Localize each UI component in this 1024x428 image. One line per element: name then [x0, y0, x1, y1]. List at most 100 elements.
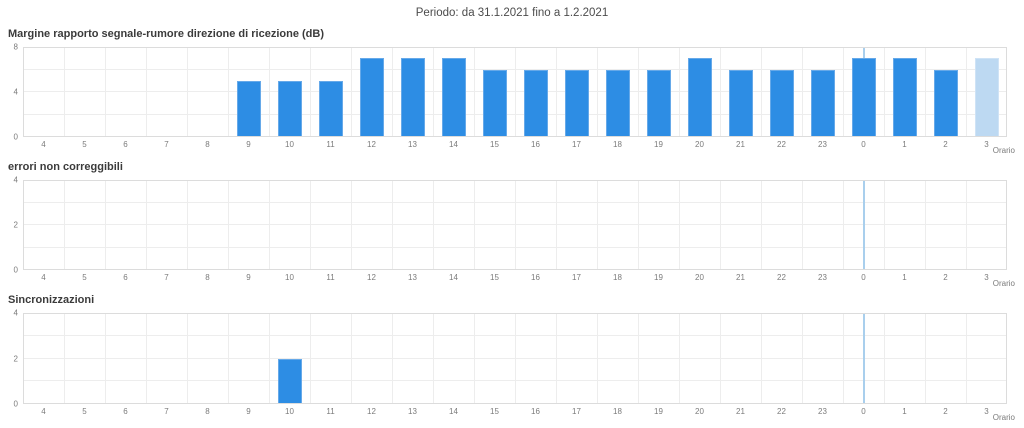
x-tick-6: 6 [123, 407, 128, 416]
gridline-vertical [310, 47, 311, 137]
x-tick-14: 14 [449, 273, 458, 282]
y-tick-0: 0 [13, 132, 18, 142]
x-tick-13: 13 [408, 140, 417, 149]
x-tick-10: 10 [285, 407, 294, 416]
y-tick-4: 4 [13, 308, 18, 318]
gridline-vertical [802, 313, 803, 404]
x-tick-12: 12 [367, 140, 376, 149]
x-tick-22: 22 [777, 407, 786, 416]
gridline-vertical [884, 313, 885, 404]
x-tick-1: 1 [902, 273, 907, 282]
gridline-vertical [474, 313, 475, 404]
x-tick-21: 21 [736, 140, 745, 149]
x-tick-9: 9 [246, 273, 251, 282]
x-tick-9: 9 [246, 407, 251, 416]
x-tick-18: 18 [613, 273, 622, 282]
gridline-vertical [597, 180, 598, 270]
x-tick-0: 0 [861, 273, 866, 282]
gridline-vertical [843, 313, 844, 404]
x-axis-label: Orario [992, 279, 1015, 288]
y-tick-4: 4 [13, 175, 18, 185]
gridline-vertical [351, 180, 352, 270]
x-tick-18: 18 [613, 140, 622, 149]
x-tick-7: 7 [164, 273, 169, 282]
gridline-vertical [925, 47, 926, 137]
x-tick-3: 3 [984, 407, 989, 416]
gridline-vertical [351, 313, 352, 404]
x-tick-14: 14 [449, 407, 458, 416]
x-tick-15: 15 [490, 140, 499, 149]
gridline-vertical [105, 313, 106, 404]
x-tick-0: 0 [861, 407, 866, 416]
x-tick-11: 11 [326, 140, 335, 149]
x-axis-label: Orario [992, 146, 1015, 155]
gridline-vertical [474, 47, 475, 137]
x-tick-5: 5 [82, 407, 87, 416]
x-tick-15: 15 [490, 407, 499, 416]
x-tick-8: 8 [205, 140, 210, 149]
x-tick-8: 8 [205, 407, 210, 416]
gridline-vertical [679, 47, 680, 137]
chart-plot-synchronizations: 0 2 4 4 5 6 7 8 9 10 11 12 13 14 15 16 17 18 19 20 21 22 23 0 1 2… [14, 309, 1015, 423]
bar-hour-15 [482, 69, 507, 137]
gridline-vertical [720, 313, 721, 404]
x-tick-16: 16 [531, 407, 540, 416]
x-tick-23: 23 [818, 273, 827, 282]
gridline-vertical [515, 180, 516, 270]
x-tick-17: 17 [572, 140, 581, 149]
x-tick-11: 11 [326, 273, 335, 282]
gridline-vertical [638, 313, 639, 404]
gridline-vertical [228, 180, 229, 270]
gridline-vertical [433, 47, 434, 137]
x-tick-12: 12 [367, 407, 376, 416]
chart-plot-snr-margin: 0 4 8 4 5 6 7 8 9 10 11 12 13 14 15 16 17 18 19 20 21 22 23 0 1 2… [14, 43, 1015, 156]
x-tick-16: 16 [531, 273, 540, 282]
x-tick-22: 22 [777, 273, 786, 282]
gridline-vertical [351, 47, 352, 137]
day-start-marker-line [862, 180, 865, 270]
bar-hour-20 [687, 58, 712, 137]
x-tick-10: 10 [285, 273, 294, 282]
bar-hour-23 [810, 69, 835, 137]
gridline-vertical [638, 47, 639, 137]
x-tick-3: 3 [984, 140, 989, 149]
gridline-vertical [187, 180, 188, 270]
x-tick-21: 21 [736, 407, 745, 416]
bar-hour-3 [974, 58, 999, 137]
x-tick-0: 0 [861, 140, 866, 149]
gridline-vertical [843, 180, 844, 270]
gridline-vertical [556, 180, 557, 270]
gridline-vertical [105, 180, 106, 270]
x-tick-6: 6 [123, 273, 128, 282]
y-tick-2: 2 [13, 220, 18, 230]
gridline-vertical [925, 313, 926, 404]
gridline-vertical [64, 180, 65, 270]
x-tick-10: 10 [285, 140, 294, 149]
gridline-vertical [269, 180, 270, 270]
bar-hour-17 [564, 69, 589, 137]
bar-hour-14 [441, 58, 466, 137]
x-tick-20: 20 [695, 140, 704, 149]
gridline-vertical [392, 47, 393, 137]
x-tick-4: 4 [41, 407, 46, 416]
x-tick-5: 5 [82, 140, 87, 149]
gridline-vertical [761, 313, 762, 404]
gridline-vertical [146, 180, 147, 270]
gridline-vertical [761, 180, 762, 270]
gridline-vertical [802, 180, 803, 270]
x-tick-12: 12 [367, 273, 376, 282]
chart-title-uncorrectable-errors: errori non correggibili [8, 161, 123, 173]
gridline-vertical [556, 47, 557, 137]
x-tick-17: 17 [572, 407, 581, 416]
gridline-vertical [638, 180, 639, 270]
y-tick-2: 2 [13, 354, 18, 363]
gridline-vertical [64, 313, 65, 404]
gridline-vertical [228, 313, 229, 404]
gridline-vertical [515, 47, 516, 137]
gridline-vertical [105, 47, 106, 137]
gridline-vertical [392, 313, 393, 404]
gridline-vertical [556, 313, 557, 404]
gridline-vertical [146, 313, 147, 404]
x-tick-5: 5 [82, 273, 87, 282]
gridline-vertical [802, 47, 803, 137]
